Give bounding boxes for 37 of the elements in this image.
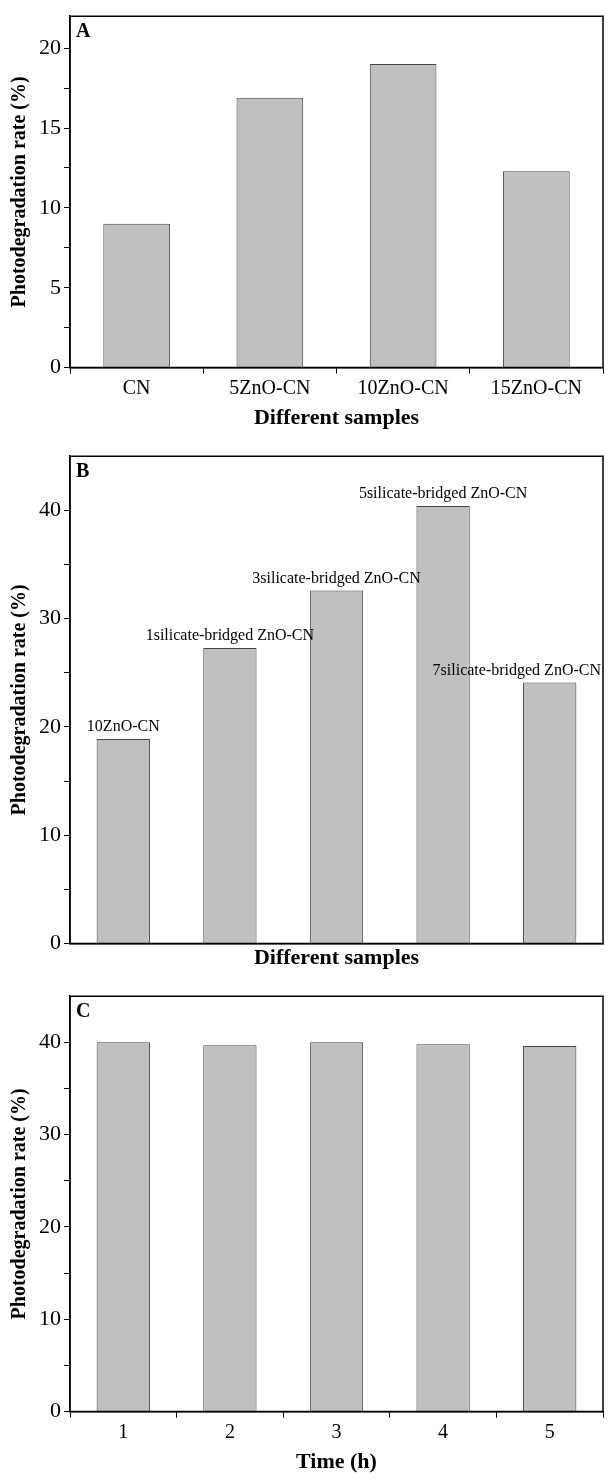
- y-tick-label: 15: [39, 113, 61, 139]
- y-axis-title: Photodegradation rate (%): [7, 1088, 31, 1320]
- x-tick-label: 3silicate-bridged ZnO-CN: [252, 568, 422, 587]
- y-tick-label: 30: [39, 1120, 61, 1146]
- y-tick-label: 5: [50, 273, 61, 299]
- y-tick-label: 40: [39, 1028, 61, 1054]
- annotation: A: [76, 19, 91, 42]
- y-tick-label: 30: [39, 604, 61, 630]
- x-tick-label: 10ZnO-CN: [86, 717, 161, 735]
- y-tick-label: 20: [39, 712, 61, 738]
- y-tick-label: 0: [50, 353, 61, 379]
- x-tick-label: 3: [331, 1419, 342, 1442]
- x-tick-label: 5ZnO-CN: [229, 375, 311, 398]
- y-tick-label: 40: [39, 496, 61, 522]
- x-axis-title: Different samples: [253, 404, 420, 430]
- y-tick-label: 0: [50, 1397, 61, 1423]
- y-tick-label: 10: [39, 821, 61, 847]
- x-axis-title: Time (h): [296, 1448, 377, 1474]
- annotation: C: [76, 999, 91, 1022]
- x-tick-label: CN: [122, 375, 151, 398]
- x-tick-label: 10ZnO-CN: [357, 375, 449, 398]
- y-tick-label: 0: [50, 929, 61, 955]
- y-tick-label: 10: [39, 193, 61, 219]
- y-axis-title: Photodegradation rate (%): [7, 584, 31, 816]
- y-tick-label: 20: [39, 33, 61, 59]
- y-tick-label: 20: [39, 1212, 61, 1238]
- x-tick-label: 7silicate-bridged ZnO-CN: [432, 660, 602, 679]
- y-axis-title: Photodegradation rate (%): [7, 76, 31, 308]
- x-tick-label: 2: [224, 1419, 235, 1442]
- x-tick-label: 15ZnO-CN: [490, 375, 582, 398]
- x-tick-label: 4: [438, 1419, 449, 1442]
- x-tick-label: 1: [118, 1419, 129, 1442]
- x-axis-title: Different samples: [253, 944, 420, 970]
- x-tick-label: 5: [544, 1419, 555, 1442]
- x-tick-label: 5silicate-bridged ZnO-CN: [358, 484, 528, 503]
- y-tick-label: 10: [39, 1305, 61, 1331]
- annotation: B: [76, 459, 90, 482]
